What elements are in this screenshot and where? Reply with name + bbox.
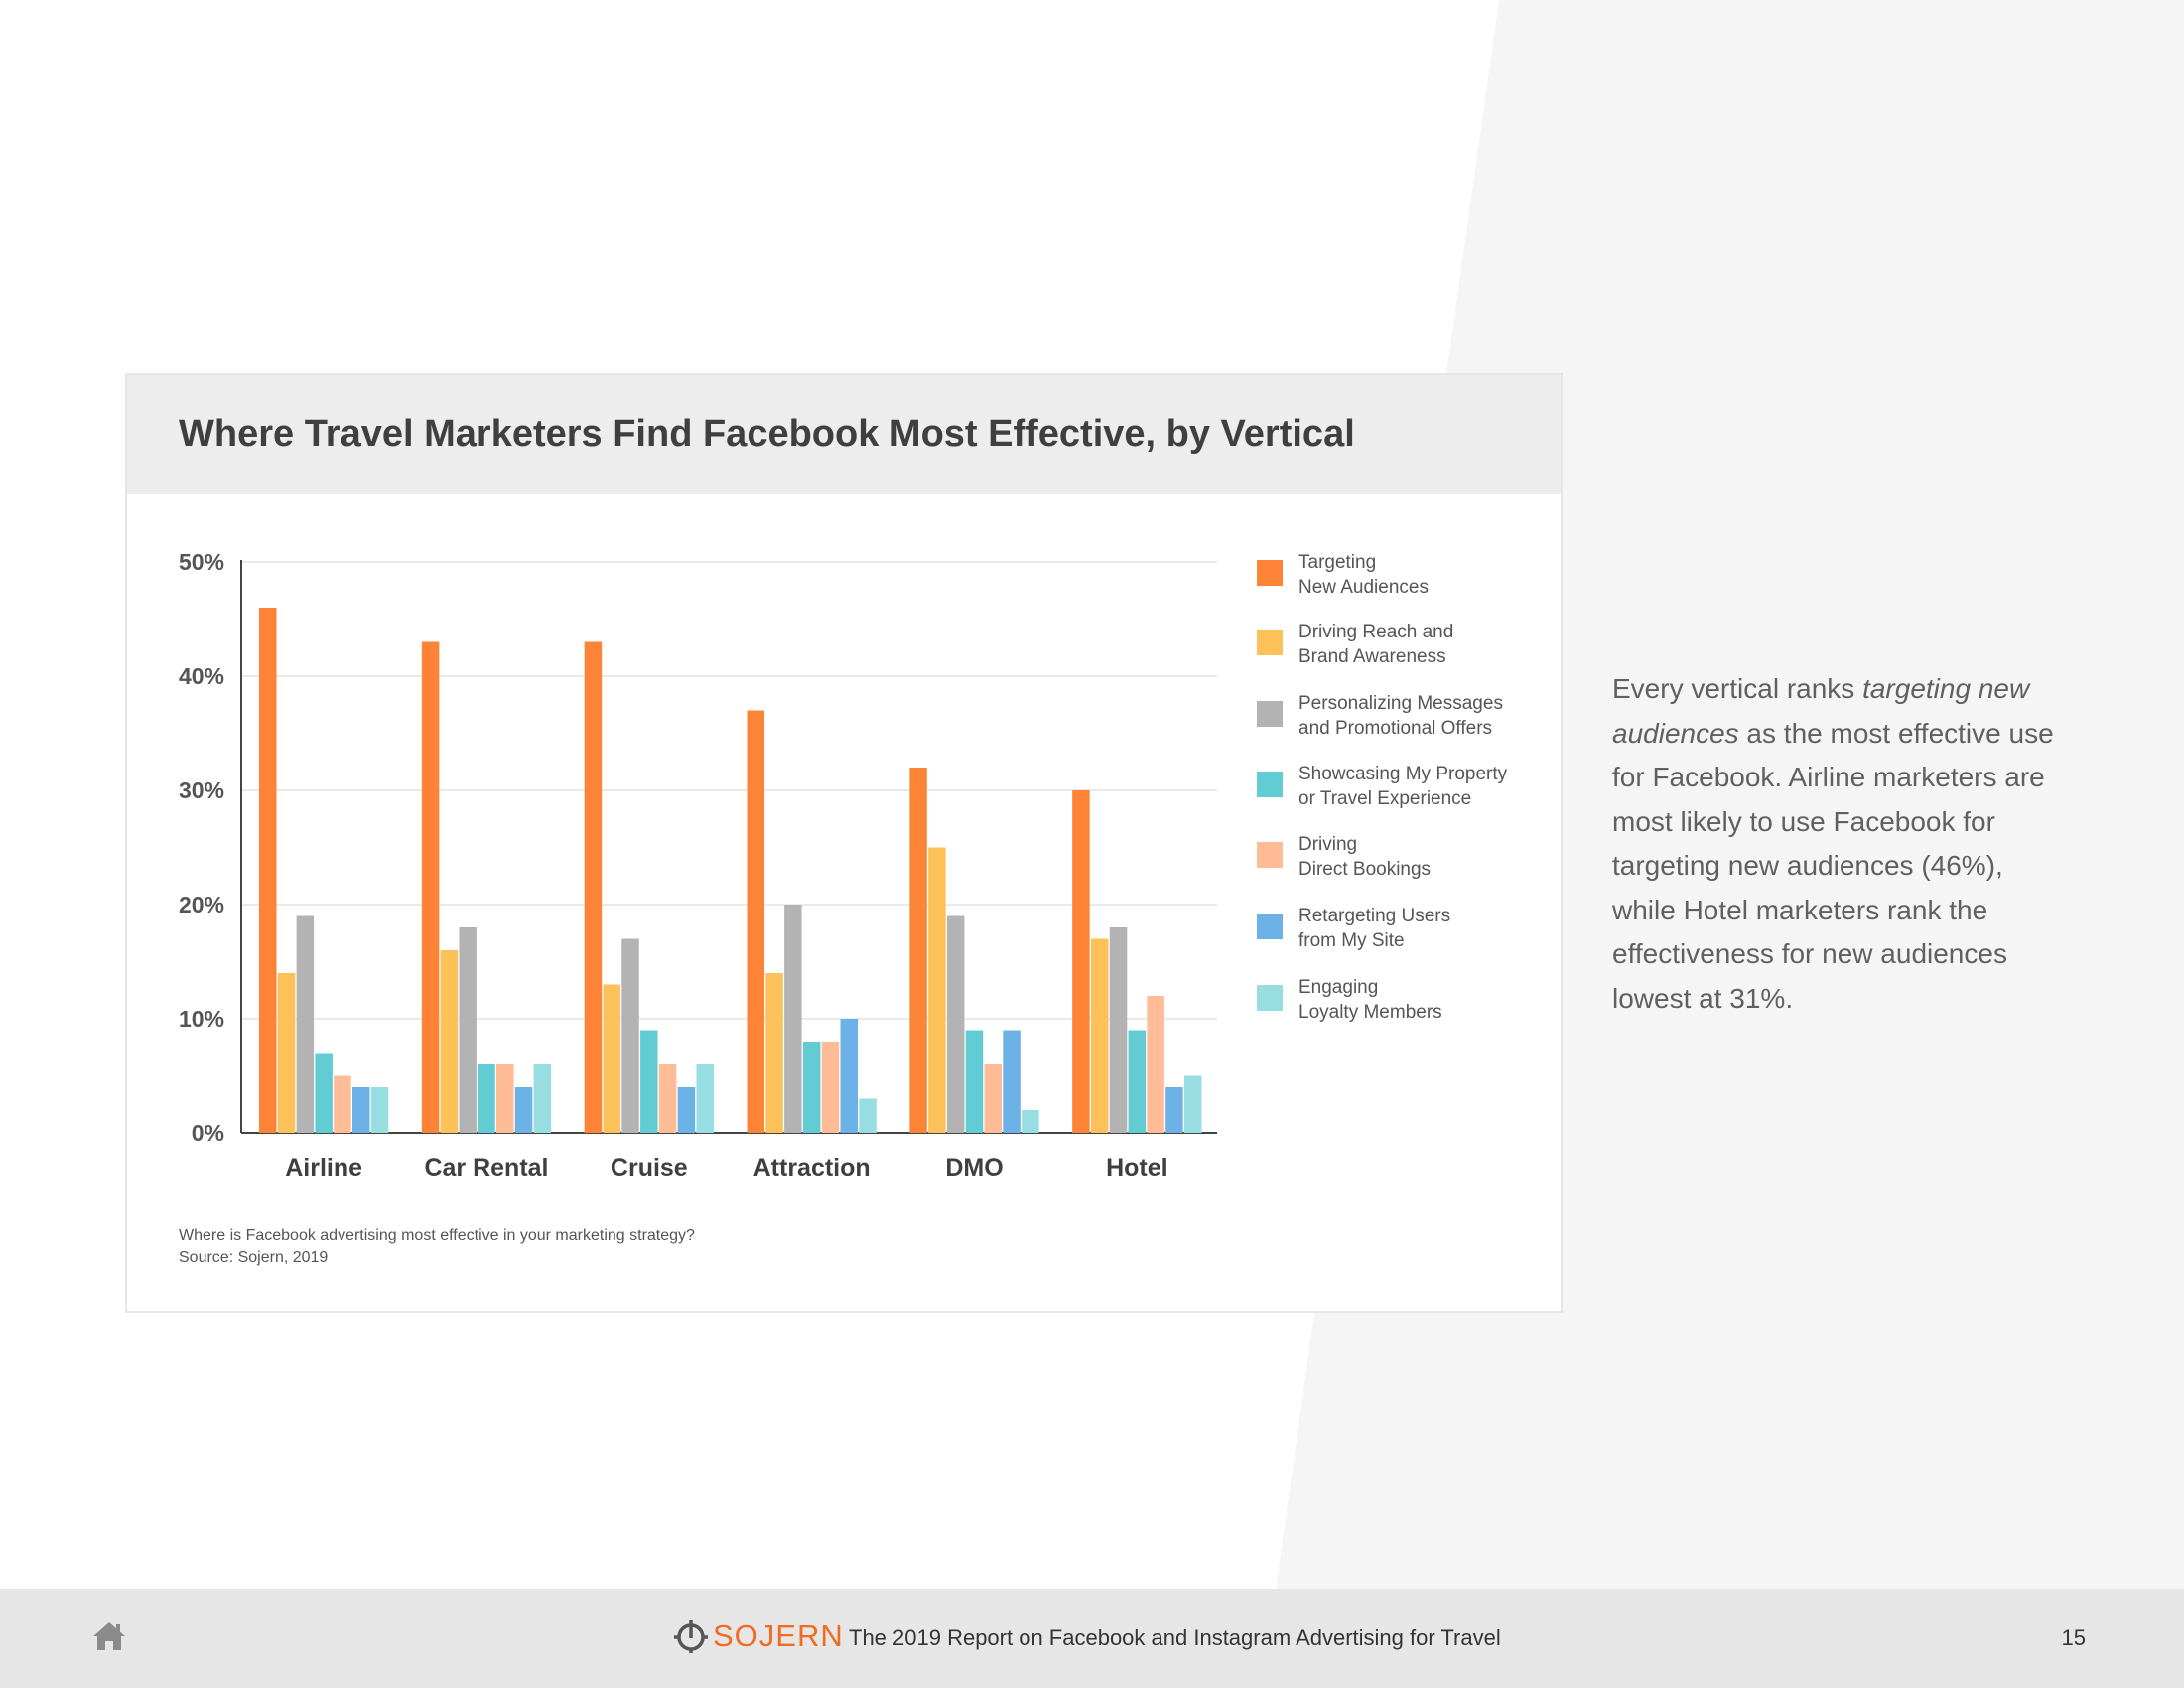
bar-car-rental-series-1	[421, 641, 440, 1133]
bar-cruise-series-6	[677, 1087, 696, 1133]
legend-item-targeting-new-audiences: Targeting New Audiences	[1257, 550, 1555, 606]
survey-question: Where is Facebook advertising most effec…	[179, 1227, 695, 1244]
legend-label: Driving Reach and Brand Awareness	[1298, 622, 1454, 667]
x-category-label: Car Rental	[424, 1154, 548, 1182]
x-category-label: DMO	[945, 1154, 1003, 1182]
bar-cruise-series-3	[621, 938, 639, 1133]
bar-cruise-series-4	[640, 1030, 658, 1133]
x-category-label: Airline	[285, 1154, 362, 1182]
chart-card: Where Travel Marketers Find Facebook Mos…	[125, 373, 1563, 1313]
bar-dmo-series-4	[965, 1030, 984, 1133]
bar-dmo-series-3	[946, 915, 965, 1133]
legend-label: Personalizing Messages and Promotional Of…	[1298, 693, 1503, 739]
brand-name: SOJERN	[713, 1618, 844, 1653]
legend-label: Retargeting Users from My Site	[1298, 906, 1451, 951]
x-category-label: Cruise	[611, 1154, 688, 1182]
y-tick-label: 0%	[192, 1120, 224, 1146]
bar-cruise-series-1	[584, 641, 603, 1133]
legend-swatch	[1257, 985, 1283, 1011]
bar-airline-series-6	[352, 1087, 370, 1133]
legend-item-retargeting-users: Retargeting Users from My Site	[1257, 904, 1555, 959]
bar-dmo-series-6	[1003, 1030, 1021, 1133]
bar-hotel-series-1	[1072, 790, 1090, 1133]
bar-airline-series-4	[315, 1053, 333, 1133]
bar-dmo-series-1	[909, 768, 927, 1133]
bar-car-rental-series-7	[533, 1064, 552, 1133]
bar-hotel-series-4	[1128, 1030, 1147, 1133]
y-tick-label: 10%	[179, 1006, 224, 1032]
chart-footnote: Where is Facebook advertising most effec…	[179, 1225, 1072, 1269]
legend-swatch	[1257, 842, 1283, 868]
bar-airline-series-3	[296, 915, 315, 1133]
bar-car-rental-series-3	[459, 927, 477, 1133]
bar-attraction-series-2	[765, 973, 783, 1133]
bar-car-rental-series-2	[440, 950, 459, 1133]
sojern-logo-icon	[674, 1620, 708, 1653]
legend-item-loyalty-members: Engaging Loyalty Members	[1257, 975, 1555, 1031]
x-category-label: Hotel	[1106, 1154, 1168, 1182]
bar-attraction-series-1	[747, 710, 764, 1133]
y-tick-label: 30%	[179, 777, 224, 803]
bar-car-rental-series-6	[514, 1087, 533, 1133]
bar-cruise-series-2	[603, 984, 620, 1133]
bar-hotel-series-3	[1109, 927, 1128, 1133]
bar-airline-series-5	[334, 1075, 351, 1133]
y-tick-label: 50%	[179, 549, 224, 575]
bar-cruise-series-5	[658, 1064, 677, 1133]
bar-cruise-series-7	[696, 1064, 714, 1133]
y-tick-label: 40%	[179, 663, 224, 689]
bar-hotel-series-6	[1165, 1087, 1183, 1133]
legend-label: Driving Direct Bookings	[1298, 834, 1432, 880]
chart-card-header: Where Travel Marketers Find Facebook Mos…	[127, 375, 1561, 494]
bar-attraction-series-4	[802, 1042, 821, 1133]
report-title: The 2019 Report on Facebook and Instagra…	[849, 1625, 1501, 1650]
bar-attraction-series-5	[821, 1042, 840, 1133]
legend-swatch	[1257, 560, 1283, 586]
bar-chart: 0% 10% 20% 30% 40% 50% Airline Car Rental Cruise…	[179, 549, 1217, 1182]
bar-attraction-series-6	[840, 1019, 858, 1133]
legend-item-direct-bookings: Driving Direct Bookings	[1257, 832, 1555, 888]
bar-airline-series-2	[277, 973, 296, 1133]
legend-swatch	[1257, 630, 1283, 655]
bar-car-rental-series-5	[496, 1064, 514, 1133]
legend-item-showcasing-property: Showcasing My Property or Travel Experien…	[1257, 762, 1555, 817]
legend-label: Targeting New Audiences	[1298, 552, 1429, 598]
bar-hotel-series-7	[1183, 1075, 1202, 1133]
bar-airline-series-1	[259, 608, 277, 1133]
legend-item-driving-reach: Driving Reach and Brand Awareness	[1257, 620, 1555, 675]
chart-title: Where Travel Marketers Find Facebook Mos…	[179, 413, 1355, 455]
bar-car-rental-series-4	[478, 1064, 495, 1133]
bar-attraction-series-7	[859, 1098, 877, 1133]
bar-hotel-series-5	[1147, 996, 1164, 1133]
legend-swatch	[1257, 772, 1283, 797]
x-category-label: Attraction	[753, 1154, 871, 1182]
bar-dmo-series-5	[984, 1064, 1003, 1133]
y-tick-label: 20%	[179, 892, 224, 917]
page-number: 15	[2061, 1625, 2086, 1650]
legend-label: Engaging Loyalty Members	[1298, 977, 1442, 1023]
bar-dmo-series-7	[1022, 1110, 1039, 1133]
legend-swatch	[1257, 701, 1283, 727]
source-note: Source: Sojern, 2019	[179, 1249, 329, 1266]
page-footer: SOJERN The 2019 Report on Facebook and I…	[0, 1589, 2184, 1688]
bar-dmo-series-2	[928, 847, 946, 1133]
side-commentary: Every vertical ranks targeting new audie…	[1612, 673, 2054, 1014]
legend-item-personalizing-messages: Personalizing Messages and Promotional Of…	[1257, 691, 1555, 747]
home-icon[interactable]	[91, 1620, 127, 1652]
bar-attraction-series-3	[784, 905, 802, 1133]
bar-hotel-series-2	[1090, 938, 1109, 1133]
legend-label: Showcasing My Property or Travel Experien…	[1298, 764, 1508, 809]
legend-swatch	[1257, 914, 1283, 939]
bar-airline-series-7	[370, 1087, 389, 1133]
